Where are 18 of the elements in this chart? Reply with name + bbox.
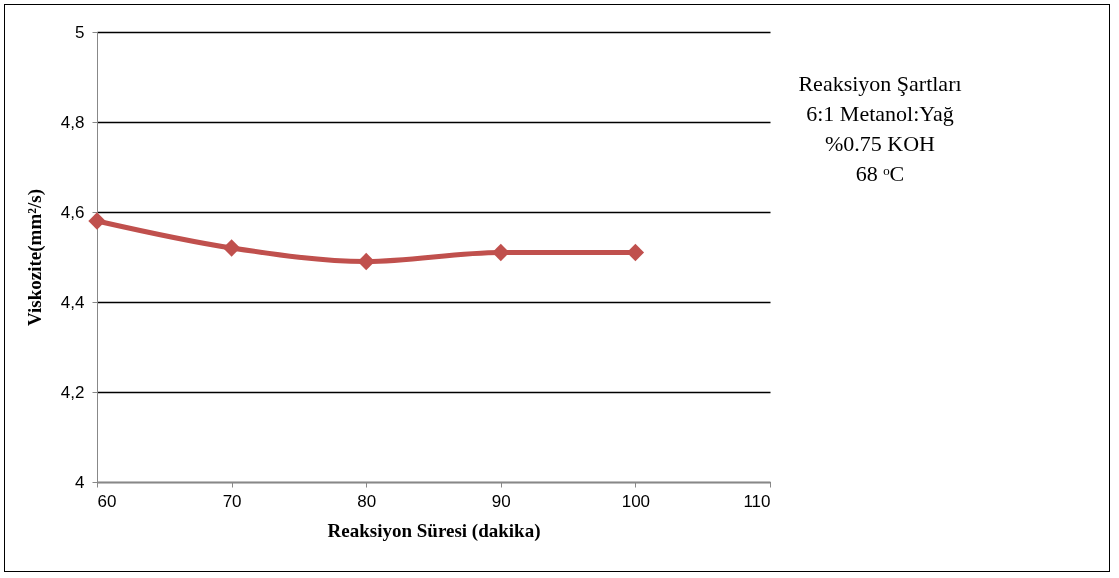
y-tick-label: 4,6 [60,202,85,222]
y-tick-label: 5 [75,22,85,42]
x-tick-label: 80 [357,491,377,511]
y-tick-label: 4,2 [60,382,85,402]
text: 68 ᵒC [855,161,905,186]
text: Reaksiyon Şartları [798,71,962,96]
y-tick-label: 4,8 [60,112,85,132]
x-tick-label: 90 [491,491,511,511]
text: 6:1 Metanol:Yağ [806,101,954,126]
y-tick-label: 4,4 [60,292,85,312]
y-axis-title: Viskozite(mm²/s) [23,189,46,326]
text: %0.75 KOH [825,131,936,156]
x-tick-label: 110 [743,491,771,511]
y-tick-label: 4 [75,472,85,492]
x-tick-label: 70 [222,491,242,511]
x-axis-title: Reaksiyon Süresi (dakika) [327,519,541,542]
x-tick-label: 100 [621,491,651,511]
x-tick-label: 60 [97,491,117,511]
